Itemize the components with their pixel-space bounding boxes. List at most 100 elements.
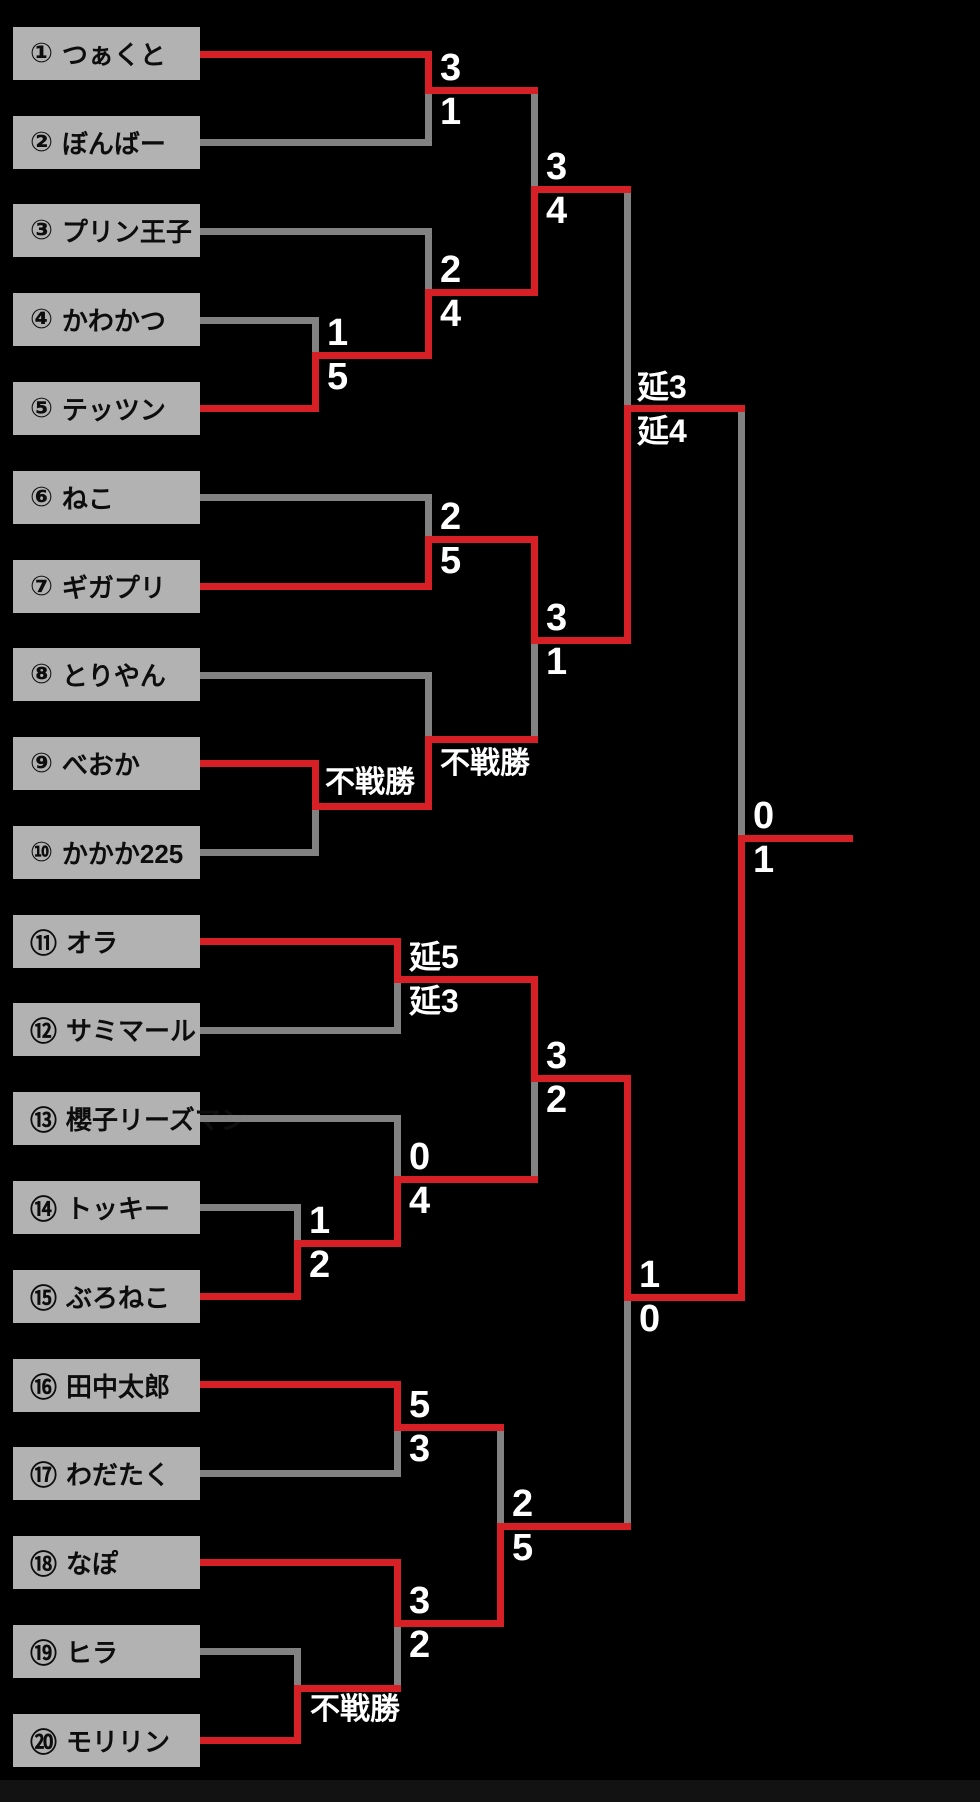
line-m17-top (624, 1075, 631, 1301)
score-final-top: 0 (753, 795, 775, 837)
player-name: モリリン (66, 1727, 171, 1757)
score-m10-top: 延5 (409, 939, 459, 975)
score-m3-top: 2 (440, 249, 462, 291)
player-name: とりやん (61, 661, 166, 691)
player-name: なぽ (66, 1549, 119, 1579)
player-name: サミマール (66, 1016, 197, 1046)
line-m6-bottom (312, 803, 319, 856)
score-m4-top: 3 (546, 146, 568, 188)
line-p8 (200, 672, 432, 679)
line-m3-top (425, 228, 432, 296)
line-m11-bottom (294, 1240, 301, 1300)
score-m12-top: 0 (409, 1136, 431, 1178)
line-m14-top (394, 1381, 401, 1431)
player-name: つぁくと (61, 40, 166, 70)
player-seed: ⑪ (30, 929, 57, 959)
line-m13-winner (531, 1075, 631, 1082)
score-m14-bottom: 3 (409, 1428, 431, 1470)
line-m6-top (312, 760, 319, 810)
player-box-15: ⑮ ぶろねこ (13, 1270, 200, 1323)
player-seed: ② (30, 127, 53, 157)
line-m3-winner (425, 289, 538, 296)
player-name: ヒラ (66, 1638, 119, 1668)
line-m16-bottom (497, 1523, 504, 1627)
score-m8-bottom: 1 (546, 641, 568, 683)
line-m13-bottom (531, 1075, 538, 1183)
player-box-8: ⑧ とりやん (13, 648, 200, 701)
line-m9-top (624, 186, 631, 412)
line-p18 (200, 1559, 401, 1566)
line-m15-top (394, 1559, 401, 1627)
score-m5-top: 2 (440, 496, 462, 538)
player-seed: ⑮ (30, 1284, 57, 1314)
line-m7-top (425, 672, 432, 743)
player-name: ぼんばー (61, 129, 166, 159)
line-m9-winner (624, 405, 745, 412)
line-m8-top (531, 536, 538, 644)
line-m15-winner (394, 1620, 504, 1627)
player-seed: ⑫ (30, 1017, 57, 1047)
line-m1-winner (425, 87, 538, 94)
player-seed: ⑲ (30, 1639, 57, 1669)
score-m17-top: 1 (639, 1254, 661, 1296)
score-m15-top: 3 (409, 1580, 431, 1622)
line-m16-winner (497, 1523, 631, 1530)
player-seed: ① (30, 38, 53, 68)
player-seed: ⑦ (30, 571, 53, 601)
score-m8-top: 3 (546, 597, 568, 639)
line-m9-bottom (624, 405, 631, 644)
line-m12-top (394, 1115, 401, 1183)
line-m7-bottom (425, 736, 432, 810)
score-m3-bottom: 4 (440, 293, 462, 335)
score-m9-bottom: 延4 (637, 413, 687, 449)
line-m12-winner (394, 1176, 538, 1183)
player-seed: ⑤ (30, 393, 53, 423)
player-seed: ④ (30, 304, 53, 334)
player-name: ギガプリ (61, 573, 166, 603)
line-m17-winner (624, 1294, 745, 1301)
player-seed: ⑩ (30, 837, 53, 867)
line-p14 (200, 1204, 301, 1211)
line-m4-bottom (531, 186, 538, 296)
player-box-19: ⑲ ヒラ (13, 1625, 200, 1678)
line-m12-bottom (394, 1176, 401, 1247)
line-m6-winner (312, 803, 432, 810)
player-box-9: ⑨ べおか (13, 737, 200, 790)
line-p20 (200, 1737, 301, 1744)
line-p1 (200, 51, 432, 58)
line-m3-bottom (425, 289, 432, 359)
player-box-7: ⑦ ギガプリ (13, 560, 200, 613)
score-m16-top: 2 (512, 1483, 534, 1525)
line-m10-winner (394, 976, 538, 983)
line-p9 (200, 760, 319, 767)
player-name: かわかつ (61, 306, 166, 336)
player-box-20: ⑳ モリリン (13, 1714, 200, 1767)
score-m11-top: 1 (309, 1200, 331, 1242)
line-m5-bottom (425, 536, 432, 590)
line-p11 (200, 938, 401, 945)
line-m17-bottom (624, 1294, 631, 1530)
score-m2-bottom: 5 (327, 356, 349, 398)
line-m2-winner (312, 352, 432, 359)
line-m18-top (738, 405, 745, 842)
score-m15-bottom: 2 (409, 1624, 431, 1666)
score-m1-bottom: 1 (440, 91, 462, 133)
player-seed: ⑭ (30, 1195, 57, 1225)
line-m14-winner (394, 1424, 504, 1431)
line-p6 (200, 494, 432, 501)
player-name: ねこ (61, 484, 114, 514)
walkover-label-m6: 不戦勝 (325, 766, 415, 799)
player-seed: ⑥ (30, 482, 53, 512)
score-m10-bottom: 延3 (409, 983, 459, 1019)
line-m10-top (394, 938, 401, 983)
line-p17 (200, 1470, 401, 1477)
score-m14-top: 5 (409, 1384, 431, 1426)
line-m15-bottom (394, 1620, 401, 1692)
player-seed: ③ (30, 215, 53, 245)
score-m4-bottom: 4 (546, 190, 568, 232)
player-name: 田中太郎 (66, 1372, 171, 1402)
score-m12-bottom: 4 (409, 1180, 431, 1222)
player-name: トッキー (66, 1194, 171, 1224)
player-name: テッツン (61, 395, 166, 425)
